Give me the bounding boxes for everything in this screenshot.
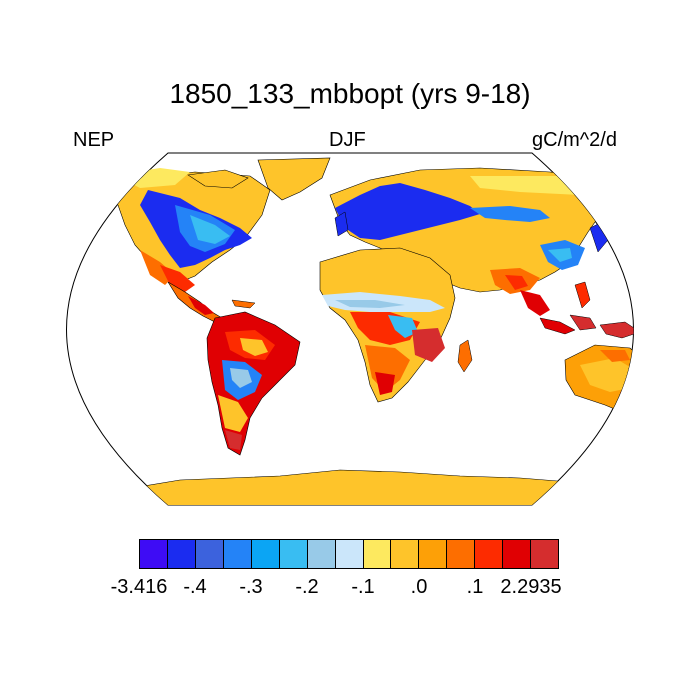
- colorbar-box: [363, 539, 392, 569]
- united-kingdom: [334, 211, 349, 237]
- colorbar: [139, 539, 560, 569]
- colorbar-tick-label: .1: [466, 576, 484, 598]
- colorbar-tick-label: -3.416: [110, 576, 168, 598]
- colorbar-tick-label: .0: [410, 576, 428, 598]
- colorbar-tick-label: 2.2935: [500, 576, 562, 598]
- central-america: [167, 281, 256, 323]
- colorbar-box: [223, 539, 252, 569]
- new-zealand: [640, 405, 668, 432]
- variable-label: NEP: [73, 129, 115, 151]
- colorbar-tick-label: -.1: [351, 576, 375, 598]
- colorbar-box: [139, 539, 168, 569]
- colorbar-box: [447, 539, 476, 569]
- colorbar-tick-label: -.2: [295, 576, 319, 598]
- colorbar-box: [391, 539, 420, 569]
- colorbar-box: [503, 539, 532, 569]
- colorbar-tick-label: -.3: [239, 576, 263, 598]
- africa: [319, 247, 456, 403]
- eurasia: [329, 167, 634, 316]
- antarctica: [119, 469, 621, 505]
- colorbar-box: [195, 539, 224, 569]
- madagascar: [457, 339, 473, 373]
- colorbar-box: [251, 539, 280, 569]
- greenland: [257, 157, 331, 201]
- south-america: [206, 311, 301, 456]
- colorbar-tick-label: -.4: [183, 576, 207, 598]
- season-label: DJF: [329, 129, 366, 151]
- colorbar-box: [531, 539, 560, 569]
- plot-title: 1850_133_mbbopt (yrs 9-18): [169, 78, 531, 109]
- colorbar-box: [307, 539, 336, 569]
- north-america: [99, 168, 271, 292]
- colorbar-box: [475, 539, 504, 569]
- maritime-southeast-asia: [539, 281, 634, 339]
- units-label: gC/m^2/d: [532, 129, 617, 151]
- colorbar-box: [419, 539, 448, 569]
- colorbar-box: [335, 539, 364, 569]
- colorbar-box: [167, 539, 196, 569]
- colorbar-box: [279, 539, 308, 569]
